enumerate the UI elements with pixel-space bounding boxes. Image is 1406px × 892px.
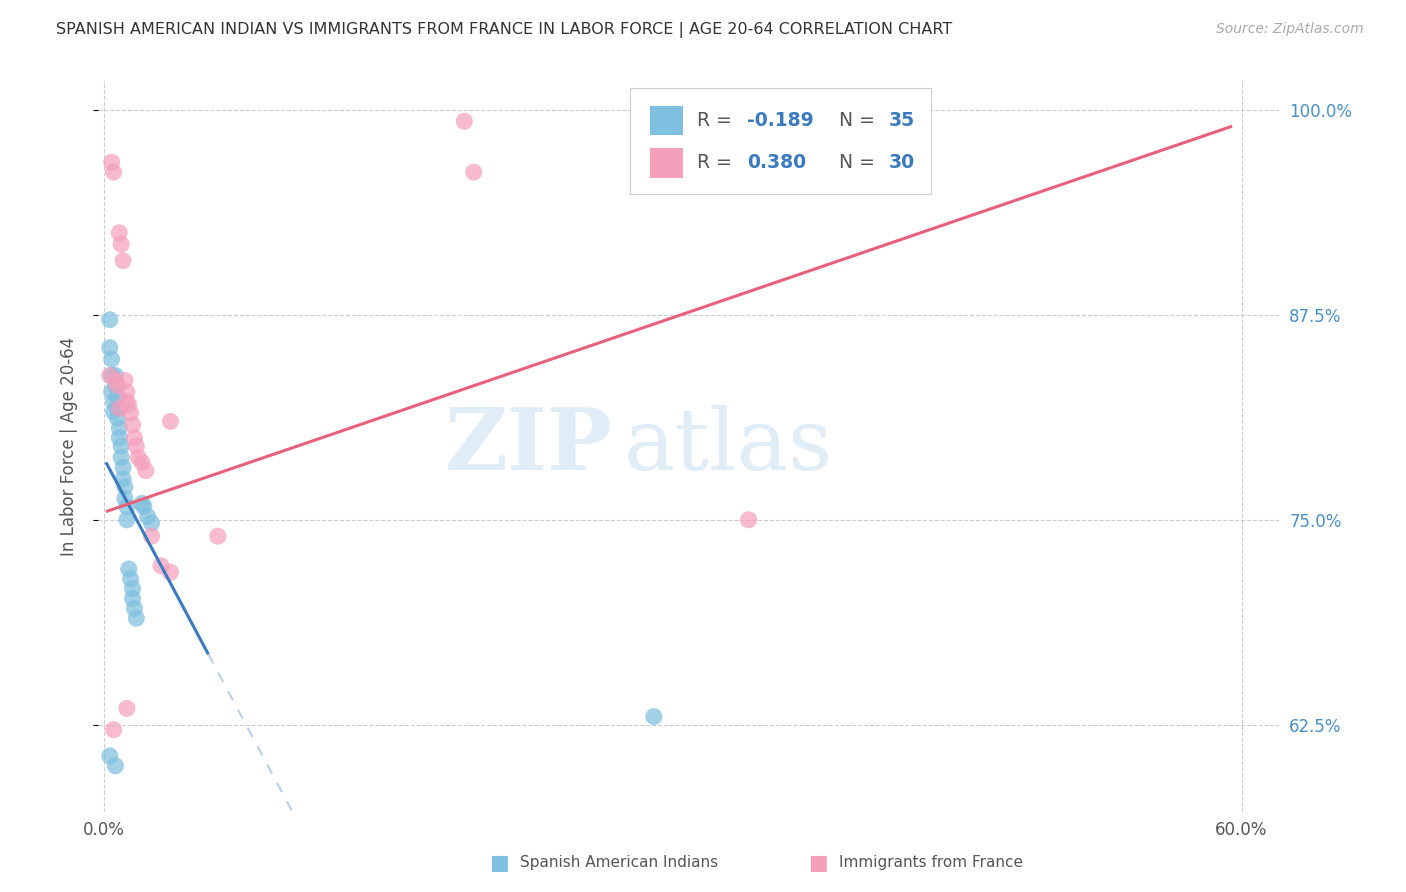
Point (104, 378, 127, 392)
Point (207, 529, 229, 543)
Point (104, 759, 127, 773)
Point (112, 253, 135, 268)
Point (121, 582, 143, 596)
Point (98, 341, 121, 355)
Point (114, 491, 136, 506)
Y-axis label: In Labor Force | Age 20-64: In Labor Force | Age 20-64 (59, 336, 77, 556)
Text: R =: R = (697, 111, 738, 130)
Point (115, 513, 138, 527)
Point (114, 480, 136, 494)
Point (115, 394, 138, 409)
Point (115, 500, 138, 514)
Point (124, 601, 146, 615)
Point (98, 312, 121, 326)
Text: 0.380: 0.380 (747, 153, 806, 172)
Text: 30: 30 (889, 153, 915, 172)
Point (110, 450, 132, 465)
Point (98, 368, 121, 383)
Point (108, 226, 131, 240)
Bar (650, 148, 683, 178)
Point (100, 384, 122, 399)
Point (453, 114, 475, 128)
Point (737, 513, 759, 527)
Point (105, 401, 128, 416)
Point (141, 529, 163, 543)
Point (108, 401, 131, 416)
Text: 35: 35 (889, 111, 915, 130)
Point (131, 455, 153, 469)
Point (643, 709, 665, 723)
Point (103, 404, 125, 418)
Bar (650, 106, 683, 136)
Point (118, 398, 141, 412)
Text: ■: ■ (808, 853, 828, 872)
Point (110, 439, 132, 453)
Point (104, 368, 127, 383)
Point (132, 500, 155, 514)
Point (136, 509, 159, 524)
Text: Source: ZipAtlas.com: Source: ZipAtlas.com (1216, 22, 1364, 37)
Point (124, 431, 146, 445)
Text: Spanish American Indians: Spanish American Indians (520, 855, 718, 870)
Point (118, 562, 141, 576)
Point (114, 373, 136, 387)
Point (159, 566, 181, 580)
Point (98, 748, 121, 763)
Point (131, 496, 153, 510)
Point (120, 406, 142, 420)
Point (125, 439, 148, 453)
Text: atlas: atlas (624, 404, 834, 488)
Point (149, 558, 172, 573)
Point (100, 368, 122, 383)
Point (120, 572, 142, 586)
Point (103, 723, 125, 737)
Point (112, 460, 135, 475)
Text: R =: R = (697, 153, 738, 172)
Point (112, 472, 135, 486)
Point (108, 421, 131, 435)
Point (104, 373, 127, 387)
Text: ■: ■ (489, 853, 509, 872)
Point (127, 450, 149, 465)
Point (463, 165, 485, 179)
Text: N =: N = (839, 153, 880, 172)
Point (105, 411, 128, 425)
Point (115, 384, 138, 399)
Point (115, 701, 138, 715)
Point (105, 390, 128, 404)
Text: ZIP: ZIP (444, 404, 612, 488)
Point (121, 417, 143, 432)
Point (108, 431, 131, 445)
Text: SPANISH AMERICAN INDIAN VS IMMIGRANTS FROM FRANCE IN LABOR FORCE | AGE 20-64 COR: SPANISH AMERICAN INDIAN VS IMMIGRANTS FR… (56, 22, 952, 38)
Point (141, 516, 163, 530)
Point (103, 165, 125, 179)
Point (100, 352, 122, 367)
Point (159, 414, 181, 428)
Point (103, 394, 125, 409)
Point (135, 464, 157, 478)
Text: N =: N = (839, 111, 880, 130)
Text: -0.189: -0.189 (747, 111, 814, 130)
Point (121, 591, 143, 606)
Text: Immigrants from France: Immigrants from France (839, 855, 1024, 870)
Point (100, 155, 122, 169)
Point (105, 378, 128, 392)
Point (125, 611, 148, 625)
FancyBboxPatch shape (630, 87, 931, 194)
Point (110, 237, 132, 252)
